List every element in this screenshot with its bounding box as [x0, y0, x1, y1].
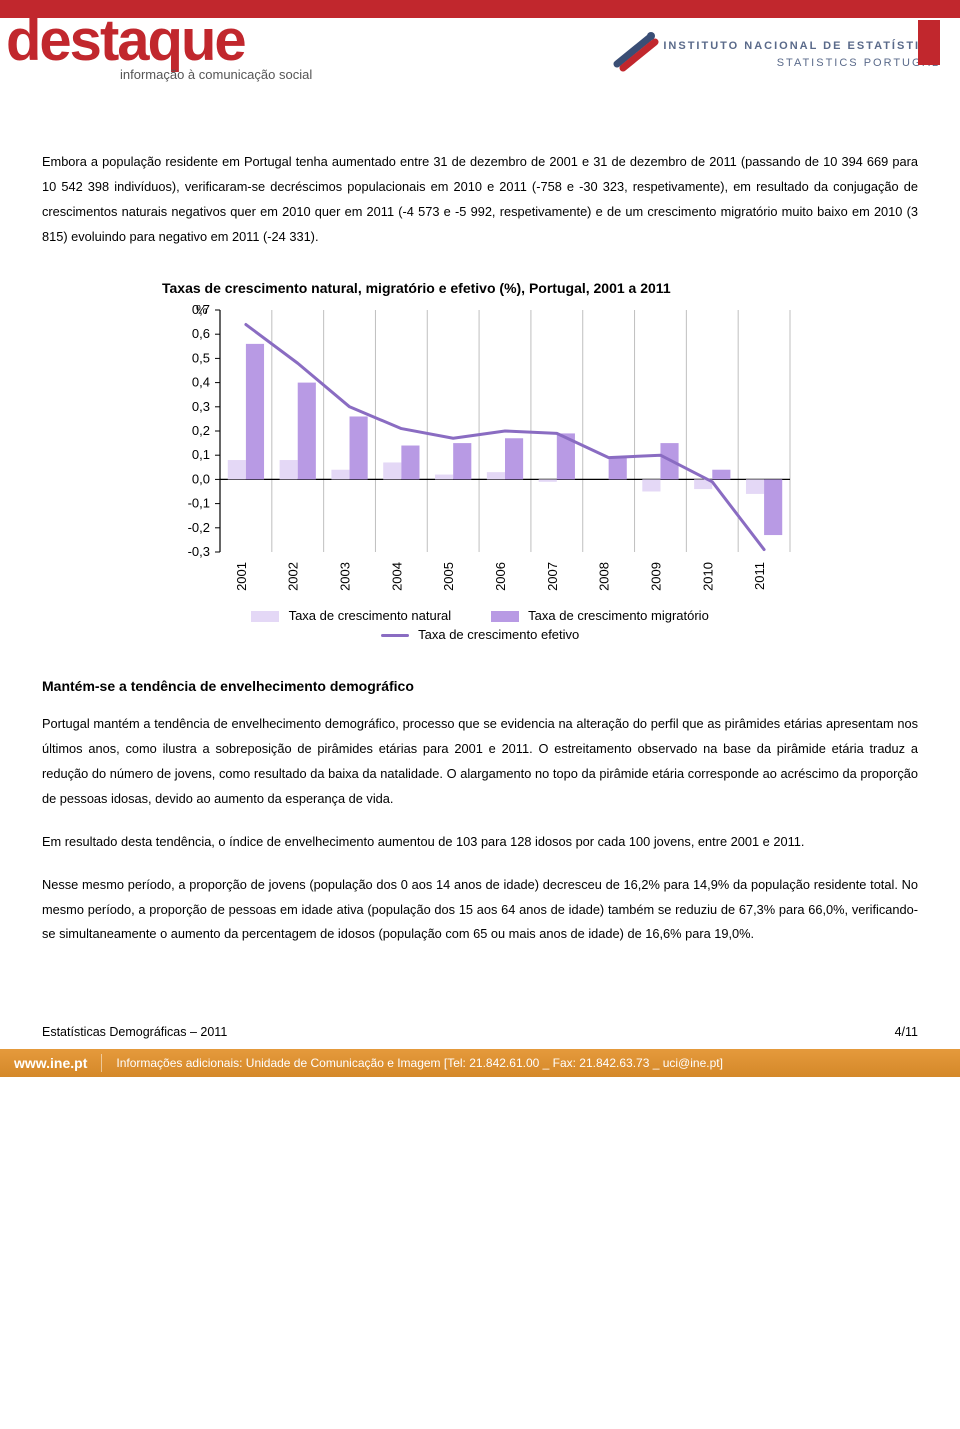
page-content: Embora a população residente em Portugal…	[0, 130, 960, 975]
destaque-logo: destaque informação à comunicação social	[0, 0, 312, 82]
legend-natural: Taxa de crescimento natural	[251, 608, 451, 623]
section-heading: Mantém-se a tendência de envelhecimento …	[42, 678, 918, 694]
ine-text: INSTITUTO NACIONAL DE ESTATÍSTICA STATIS…	[663, 38, 940, 71]
svg-text:2002: 2002	[286, 562, 301, 591]
paragraph-1: Embora a população residente em Portugal…	[42, 150, 918, 250]
destaque-logo-text: destaque	[0, 0, 312, 65]
paragraph-4: Nesse mesmo período, a proporção de jove…	[42, 873, 918, 948]
footer-left: Estatísticas Demográficas – 2011	[42, 1025, 227, 1039]
svg-text:0,2: 0,2	[192, 423, 210, 438]
ine-red-square-icon	[918, 20, 940, 65]
svg-text:2009: 2009	[648, 562, 663, 591]
svg-text:0,7: 0,7	[192, 302, 210, 317]
paragraph-3: Em resultado desta tendência, o índice d…	[42, 830, 918, 855]
svg-text:2005: 2005	[441, 562, 456, 591]
svg-text:-0,1: -0,1	[188, 495, 210, 510]
bottom-bar: www.ine.pt Informações adicionais: Unida…	[0, 1049, 960, 1077]
chart-legend: Taxa de crescimento natural Taxa de cres…	[160, 608, 800, 642]
legend-migratorio: Taxa de crescimento migratório	[491, 608, 709, 623]
legend-natural-label: Taxa de crescimento natural	[289, 608, 452, 623]
legend-line-efetivo-icon	[381, 634, 409, 637]
bottom-bar-site: www.ine.pt	[14, 1055, 87, 1071]
svg-text:2007: 2007	[545, 562, 560, 591]
legend-efetivo-label: Taxa de crescimento efetivo	[418, 627, 579, 642]
svg-text:2010: 2010	[700, 562, 715, 591]
svg-text:0,0: 0,0	[192, 471, 210, 486]
ine-line1: INSTITUTO NACIONAL DE ESTATÍSTICA	[663, 40, 940, 52]
svg-text:0,1: 0,1	[192, 447, 210, 462]
legend-swatch-migratorio-icon	[491, 611, 519, 622]
bottom-bar-info: Informações adicionais: Unidade de Comun…	[116, 1056, 723, 1070]
chart-container: %-0,3-0,2-0,10,00,10,20,30,40,50,60,7200…	[160, 302, 800, 642]
svg-text:2004: 2004	[389, 562, 404, 591]
legend-efetivo: Taxa de crescimento efetivo	[381, 627, 580, 642]
page-footer: Estatísticas Demográficas – 2011 4/11	[0, 1025, 960, 1039]
svg-text:0,6: 0,6	[192, 326, 210, 341]
svg-text:2006: 2006	[493, 562, 508, 591]
chart-title: Taxas de crescimento natural, migratório…	[162, 280, 918, 296]
svg-text:0,5: 0,5	[192, 350, 210, 365]
page-header: destaque informação à comunicação social…	[0, 0, 960, 130]
ine-logo-icon	[611, 30, 659, 79]
legend-swatch-natural-icon	[251, 611, 279, 622]
ine-block: INSTITUTO NACIONAL DE ESTATÍSTICA STATIS…	[611, 30, 940, 79]
svg-text:0,4: 0,4	[192, 374, 210, 389]
ine-line2: STATISTICS PORTUGAL	[777, 57, 940, 69]
svg-text:2011: 2011	[752, 562, 767, 590]
svg-text:2001: 2001	[234, 562, 249, 591]
svg-text:0,3: 0,3	[192, 399, 210, 414]
svg-text:2003: 2003	[338, 562, 353, 591]
legend-migratorio-label: Taxa de crescimento migratório	[528, 608, 709, 623]
growth-rate-chart: %-0,3-0,2-0,10,00,10,20,30,40,50,60,7200…	[160, 302, 800, 602]
svg-text:2008: 2008	[597, 562, 612, 591]
footer-right: 4/11	[895, 1025, 918, 1039]
svg-text:-0,2: -0,2	[188, 520, 210, 535]
svg-text:-0,3: -0,3	[188, 544, 210, 559]
paragraph-2: Portugal mantém a tendência de envelheci…	[42, 712, 918, 812]
bottom-bar-separator-icon	[101, 1054, 102, 1072]
